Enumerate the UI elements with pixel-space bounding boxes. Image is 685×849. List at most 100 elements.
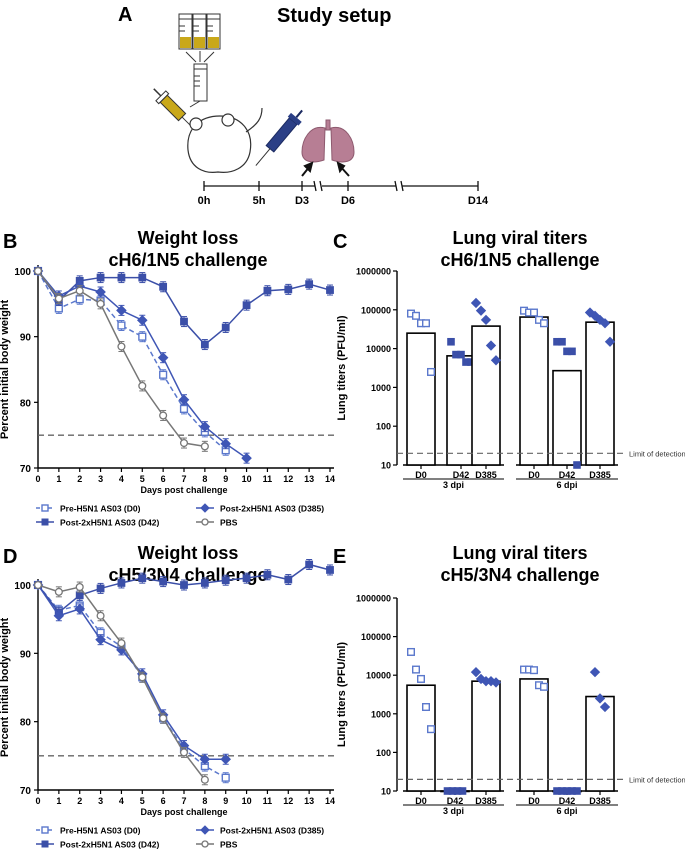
pool-arrows-icon <box>185 51 215 63</box>
data-point <box>136 314 148 326</box>
data-point <box>96 273 105 282</box>
data-point <box>138 673 147 682</box>
x-axis-label: Days post challenge <box>140 807 227 817</box>
y-tick-label: 100 <box>376 422 391 432</box>
data-point <box>530 308 539 317</box>
data-point <box>242 301 251 310</box>
y-tick-label: 100 <box>14 581 31 592</box>
timeline-label: 0h <box>198 195 211 207</box>
data-point <box>179 748 189 757</box>
data-point <box>95 286 106 298</box>
data-point <box>412 311 421 320</box>
data-point <box>138 332 147 341</box>
data-point <box>573 787 581 795</box>
data-point <box>417 674 426 683</box>
x-tick-label: 5 <box>140 474 145 484</box>
data-point <box>180 317 188 326</box>
group-label: 6 dpi <box>556 480 577 490</box>
y-tick-label: 70 <box>20 786 32 797</box>
data-point <box>159 714 168 723</box>
timeline-labels: 0h 5h D3 D6 D14 <box>198 195 489 207</box>
data-point <box>284 285 293 294</box>
y-tick-label: 70 <box>20 464 32 475</box>
series-line <box>37 270 205 448</box>
x-tick-label: 11 <box>263 796 273 806</box>
data-point <box>75 295 84 304</box>
data-point <box>480 314 492 326</box>
data-point <box>604 336 616 347</box>
data-point <box>594 314 606 326</box>
panel-e-letter: E <box>333 546 346 568</box>
data-point <box>263 286 272 295</box>
data-point <box>470 297 482 309</box>
category-label: D385 <box>589 470 611 480</box>
data-point <box>138 273 147 282</box>
group-label: 6 dpi <box>556 806 577 816</box>
data-point <box>427 367 436 376</box>
category-label: D42 <box>559 470 576 480</box>
legend-marker <box>41 840 49 848</box>
data-point <box>326 286 334 294</box>
data-point <box>412 665 421 674</box>
chart-subtitle: cH6/1N5 challenge <box>440 250 599 270</box>
data-point <box>116 305 127 316</box>
y-axis-label: Percent initial body weight <box>0 299 11 439</box>
data-point <box>530 666 539 675</box>
data-point <box>584 307 596 318</box>
timeline-axis <box>203 180 479 192</box>
series-line <box>37 584 226 760</box>
group-label: 3 dpi <box>443 480 464 490</box>
category-label: D0 <box>528 796 540 806</box>
category-label: D0 <box>415 796 427 806</box>
panel-c-letter: C <box>333 231 347 253</box>
series-line <box>37 270 247 459</box>
x-tick-label: 9 <box>223 474 228 484</box>
y-tick-label: 10 <box>381 787 391 797</box>
y-tick-label: 90 <box>20 649 32 660</box>
timeline-label: 5h <box>253 195 266 207</box>
data-point <box>589 666 601 678</box>
y-tick-label: 80 <box>20 718 32 729</box>
chart-title: Lung viral titers <box>452 228 587 248</box>
x-tick-label: 10 <box>242 474 252 484</box>
data-point <box>220 753 232 765</box>
panel-a: A Study setup <box>118 4 489 207</box>
data-point <box>75 591 84 600</box>
panel-b-letter: B <box>3 231 17 253</box>
x-tick-label: 12 <box>283 474 293 484</box>
data-point <box>54 294 63 303</box>
x-tick-label: 1 <box>56 796 61 806</box>
x-tick-label: 10 <box>242 796 252 806</box>
y-tick-label: 1000 <box>371 709 391 719</box>
data-point <box>599 701 611 713</box>
legend-marker <box>200 503 210 513</box>
y-tick-label: 10000 <box>366 671 391 681</box>
y-tick-label: 80 <box>20 398 32 409</box>
data-point <box>540 319 549 328</box>
pooled-tube-icon <box>193 63 208 102</box>
bar <box>406 332 436 466</box>
data-point <box>305 280 314 289</box>
data-point <box>241 452 252 464</box>
data-point <box>178 394 190 406</box>
data-point <box>470 666 482 678</box>
chart-title: Weight loss <box>138 228 239 248</box>
data-point <box>594 693 606 704</box>
data-point <box>179 404 189 414</box>
panel-a-letter: A <box>118 4 132 26</box>
category-label: D42 <box>559 796 576 806</box>
data-point <box>33 266 43 276</box>
x-tick-label: 12 <box>283 796 293 806</box>
bar <box>471 680 501 792</box>
series-line <box>37 270 227 451</box>
legend-label: Pre-H5N1 AS03 (D0) <box>60 504 141 514</box>
x-tick-label: 0 <box>35 474 40 484</box>
data-point <box>284 575 293 584</box>
bar <box>519 316 549 466</box>
data-point <box>326 566 334 574</box>
y-tick-label: 100 <box>376 748 391 758</box>
legend-label: Post-2xH5N1 AS03 (D42) <box>60 840 160 849</box>
data-point <box>540 682 549 691</box>
